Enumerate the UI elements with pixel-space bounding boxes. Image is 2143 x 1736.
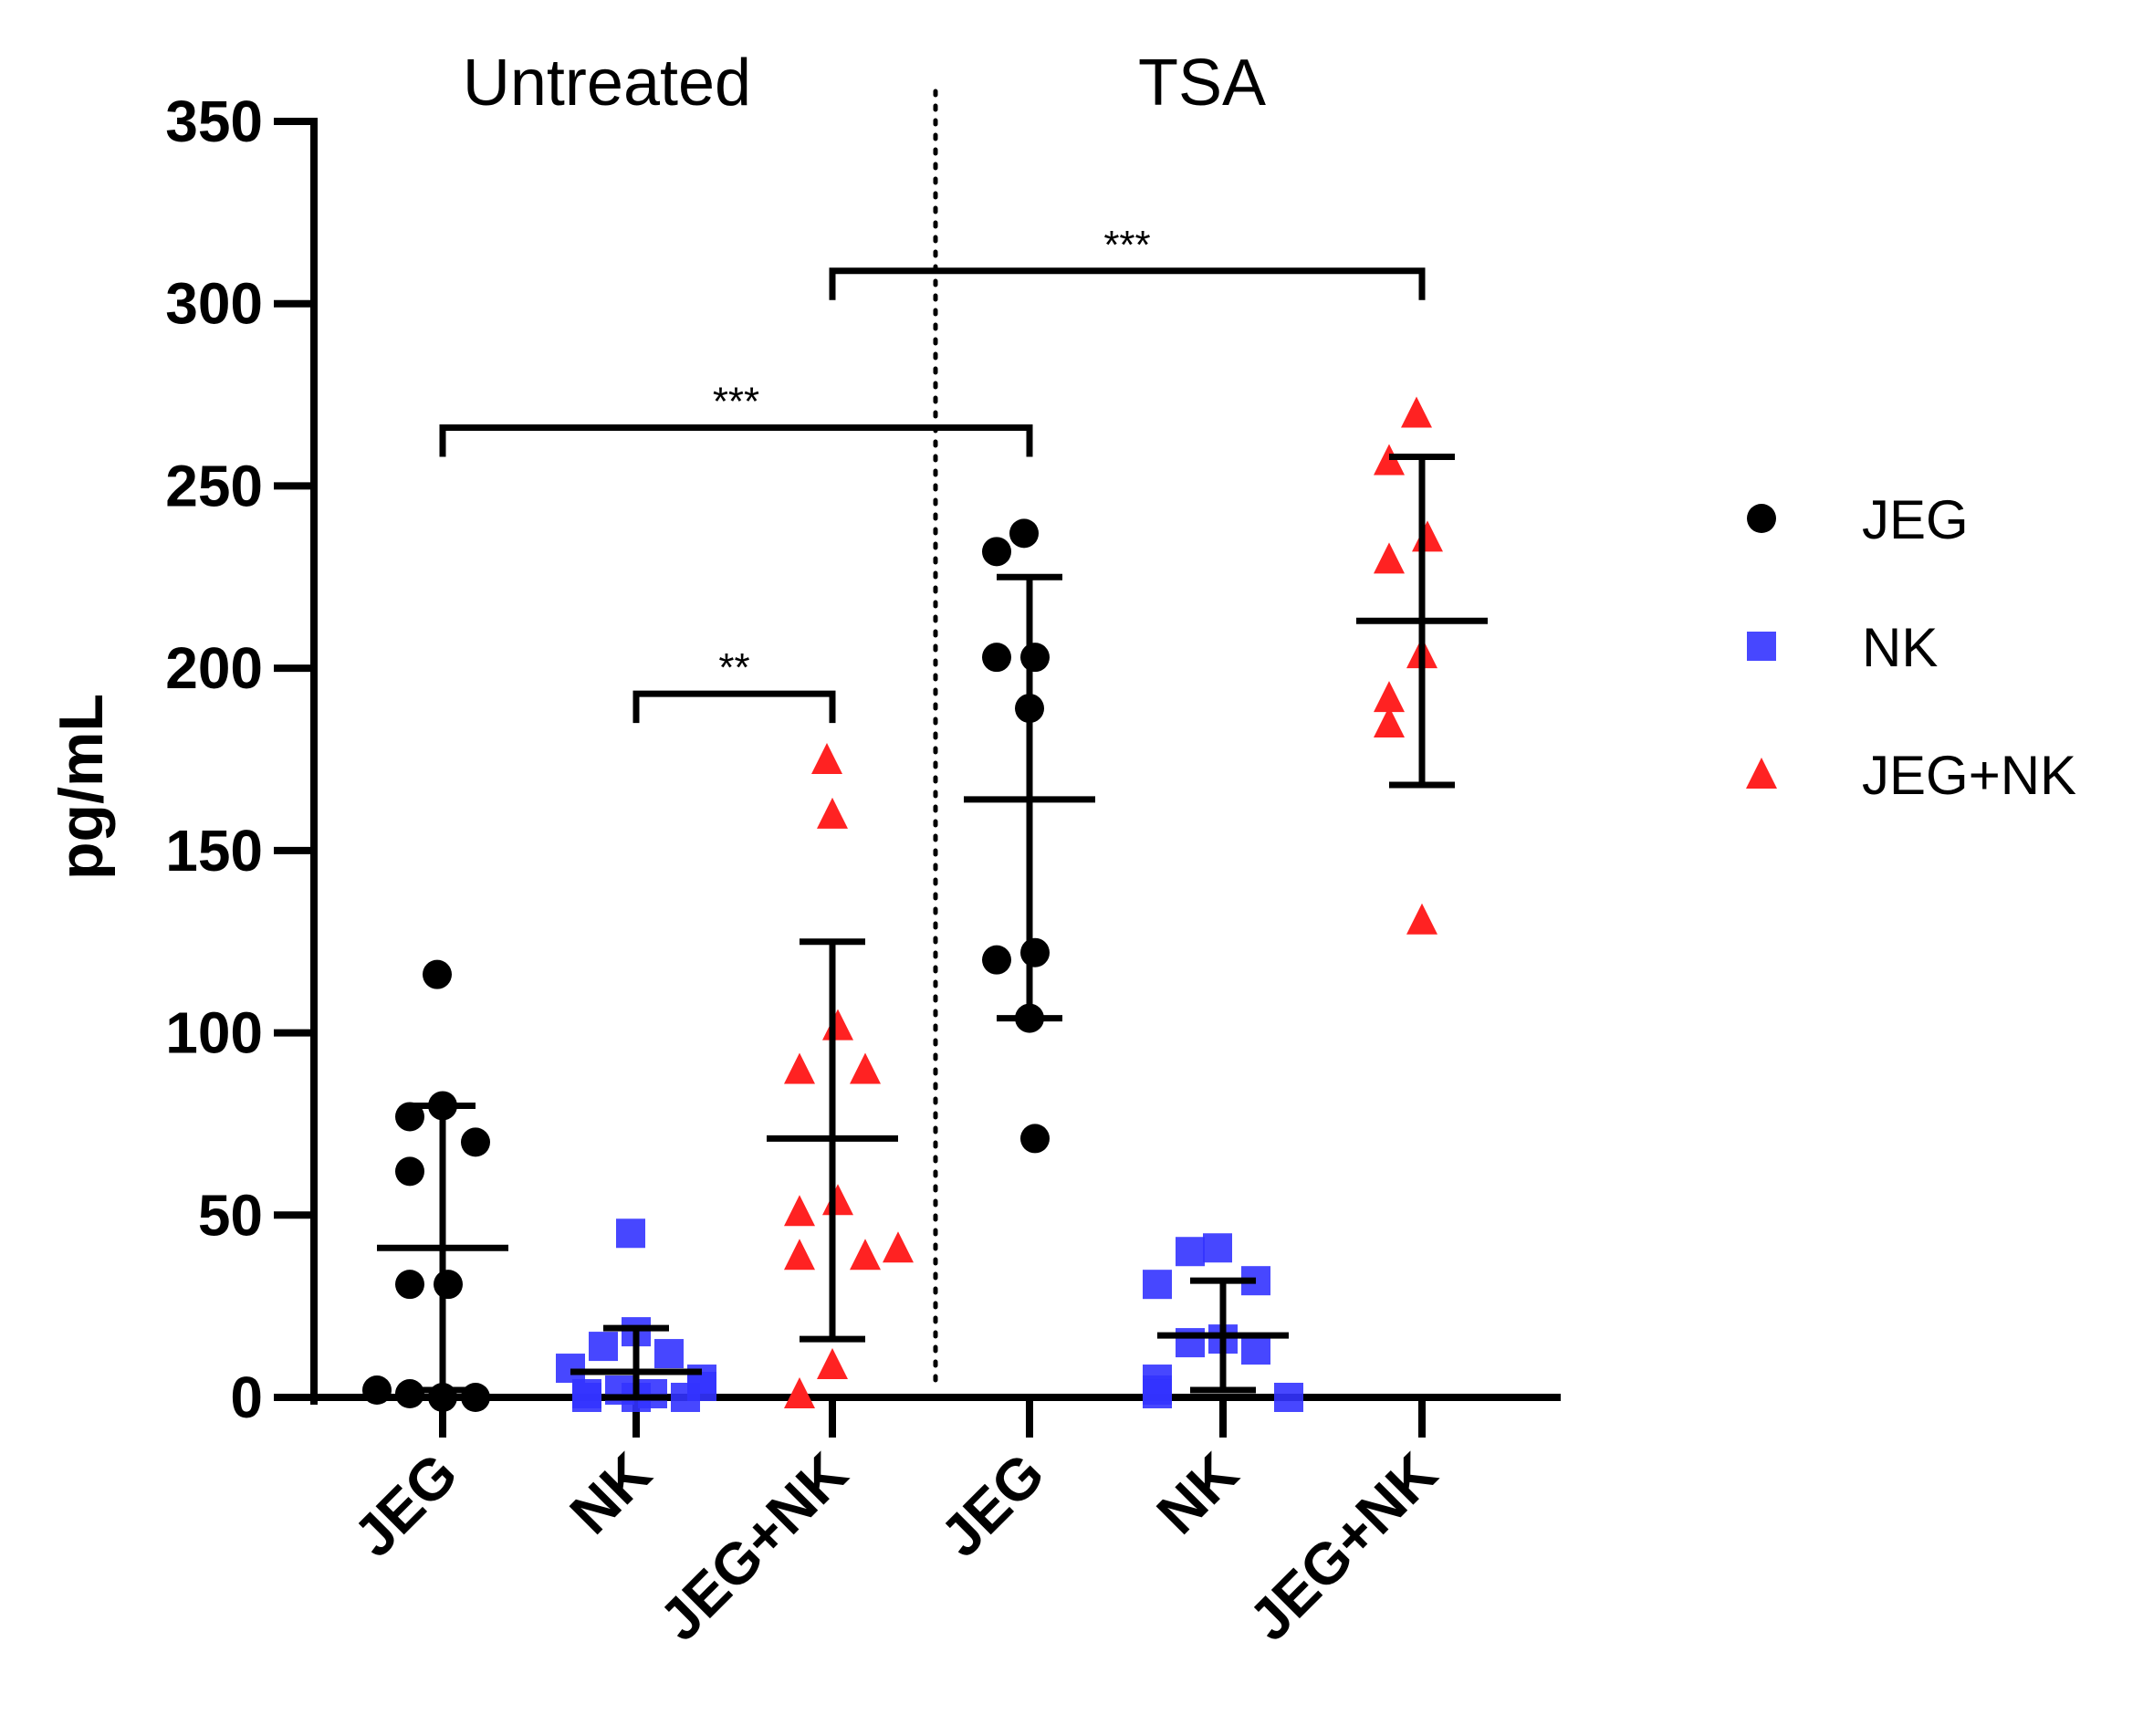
data-point bbox=[1374, 542, 1405, 574]
data-point bbox=[461, 1127, 490, 1157]
legend-label: JEG+NK bbox=[1862, 745, 2076, 806]
legend-label: NK bbox=[1862, 617, 1938, 678]
data-point bbox=[671, 1383, 700, 1412]
legend-label: JEG bbox=[1862, 489, 1969, 550]
significance-label: *** bbox=[1103, 223, 1150, 267]
y-tick-label: 350 bbox=[165, 89, 263, 154]
data-point bbox=[1412, 520, 1443, 552]
data-point bbox=[1143, 1379, 1172, 1409]
x-tick-label: NK bbox=[1145, 1440, 1250, 1546]
significance-label: ** bbox=[718, 645, 749, 690]
data-point bbox=[1020, 937, 1050, 967]
data-point bbox=[1406, 903, 1437, 935]
y-tick-label: 300 bbox=[165, 271, 263, 337]
data-point bbox=[572, 1383, 601, 1412]
y-tick-label: 100 bbox=[165, 1000, 263, 1066]
data-point bbox=[982, 945, 1011, 975]
y-tick-label: 50 bbox=[198, 1182, 263, 1248]
data-point bbox=[1020, 1124, 1050, 1154]
data-point bbox=[784, 1377, 815, 1409]
data-point bbox=[434, 1270, 463, 1300]
data-point bbox=[784, 1195, 815, 1227]
y-axis-title: pg/mL bbox=[47, 694, 116, 880]
data-point bbox=[423, 959, 452, 989]
x-tick-label: JEG bbox=[927, 1440, 1056, 1569]
data-point bbox=[883, 1231, 914, 1263]
data-point bbox=[362, 1375, 392, 1406]
data-point bbox=[1143, 1270, 1172, 1300]
group-label-tsa: TSA bbox=[1138, 47, 1266, 120]
x-tick-label: JEG bbox=[340, 1440, 469, 1569]
data-point bbox=[654, 1339, 684, 1369]
legend-marker-jeg bbox=[1747, 504, 1776, 533]
significance-label: *** bbox=[713, 380, 759, 424]
data-point bbox=[784, 1052, 815, 1084]
data-point bbox=[850, 1052, 881, 1084]
data-point bbox=[1020, 643, 1050, 673]
legend-marker-jeg-nk bbox=[1746, 758, 1777, 789]
data-point bbox=[1203, 1233, 1232, 1263]
data-point bbox=[616, 1218, 645, 1249]
y-tick-label: 250 bbox=[165, 453, 263, 518]
data-point bbox=[556, 1354, 585, 1384]
y-tick-label: 0 bbox=[230, 1365, 263, 1430]
data-point bbox=[982, 643, 1011, 673]
x-tick-label: JEG+NK bbox=[647, 1440, 860, 1653]
data-point bbox=[1401, 396, 1432, 428]
data-point bbox=[817, 797, 848, 829]
data-point bbox=[784, 1239, 815, 1271]
data-point bbox=[982, 537, 1011, 567]
data-point bbox=[395, 1102, 424, 1132]
data-point bbox=[822, 1009, 853, 1041]
data-point bbox=[850, 1239, 881, 1271]
significance-bracket bbox=[632, 690, 836, 724]
data-point bbox=[1241, 1335, 1270, 1365]
y-tick-label: 200 bbox=[165, 635, 263, 701]
legend-marker-nk bbox=[1747, 632, 1776, 661]
data-point bbox=[395, 1270, 424, 1300]
significance-bracket bbox=[829, 267, 1426, 300]
data-point bbox=[811, 743, 842, 774]
data-point bbox=[1374, 681, 1405, 713]
data-point bbox=[1009, 518, 1039, 549]
data-point bbox=[817, 1348, 848, 1380]
significance-bracket bbox=[439, 424, 1033, 457]
group-label-untreated: Untreated bbox=[463, 47, 751, 120]
data-point bbox=[589, 1332, 618, 1362]
x-tick-label: JEG+NK bbox=[1237, 1440, 1449, 1653]
data-point bbox=[822, 1184, 853, 1216]
x-tick-label: NK bbox=[558, 1440, 664, 1546]
data-point bbox=[1176, 1237, 1205, 1267]
data-point bbox=[1274, 1383, 1303, 1412]
data-point bbox=[1374, 706, 1405, 738]
data-point bbox=[395, 1156, 424, 1187]
y-tick-label: 150 bbox=[165, 818, 263, 884]
data-point bbox=[395, 1379, 424, 1409]
